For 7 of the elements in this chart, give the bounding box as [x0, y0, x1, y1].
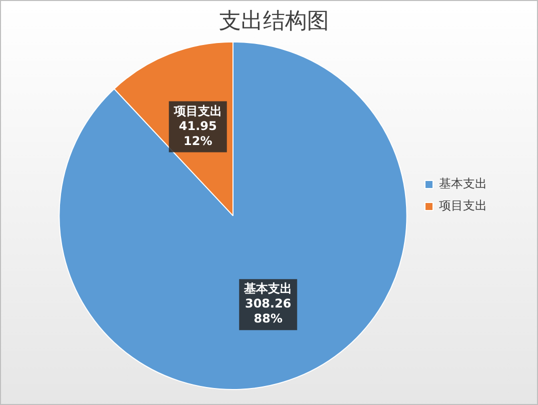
legend-label: 基本支出: [439, 176, 487, 191]
data-label: 41.95 12%: [178, 118, 217, 148]
legend-label: 项目支出: [439, 198, 487, 213]
data-label: 308.26 88%: [244, 296, 292, 326]
chart-title: 支出结构图: [219, 8, 329, 34]
slice-label: 基本支出: [243, 282, 292, 296]
slice-label: 项目支出: [172, 104, 222, 118]
